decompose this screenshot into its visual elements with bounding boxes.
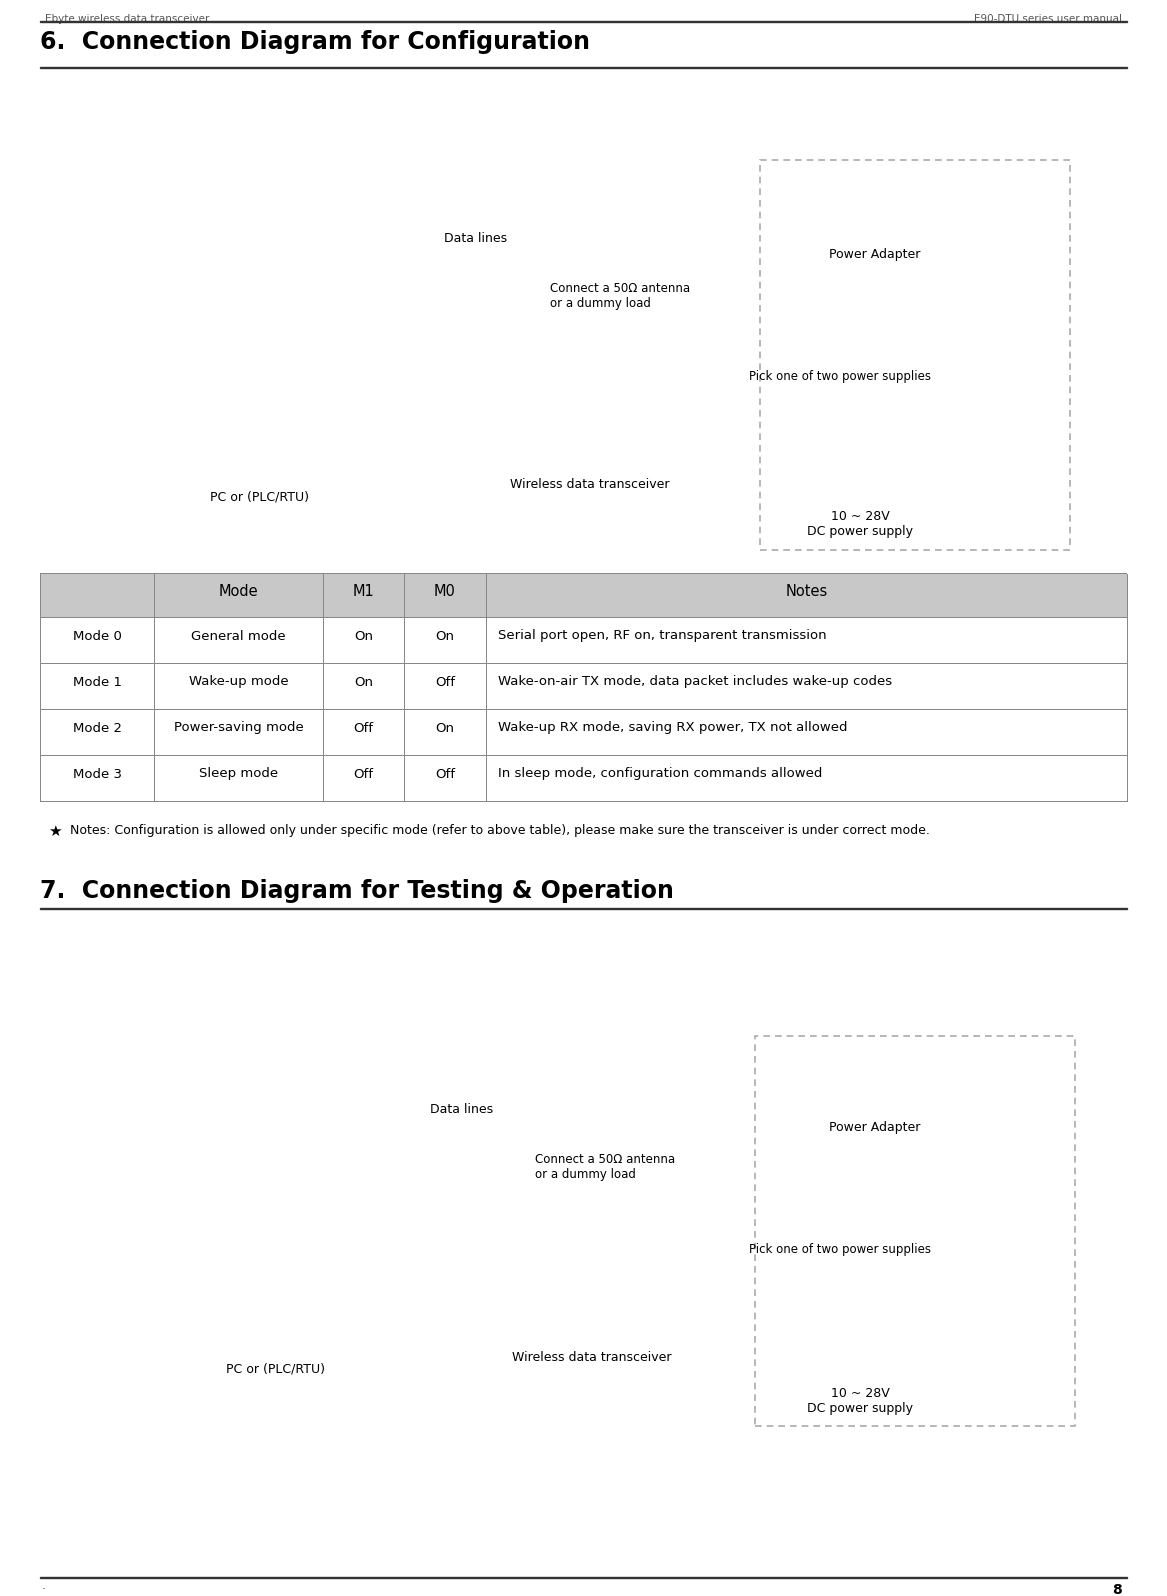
Text: Wireless data transceiver: Wireless data transceiver [512,1350,672,1365]
Text: On: On [435,629,454,643]
Text: Mode: Mode [218,584,258,598]
Text: M0: M0 [434,584,456,598]
Text: 7.  Connection Diagram for Testing & Operation: 7. Connection Diagram for Testing & Oper… [40,879,673,903]
Text: Ebyte wireless data transceiver: Ebyte wireless data transceiver [46,14,209,24]
Text: Wireless data transceiver: Wireless data transceiver [510,477,670,492]
Text: Power-saving mode: Power-saving mode [174,721,303,734]
Text: E90-DTU series user manual: E90-DTU series user manual [974,14,1121,24]
Text: On: On [354,629,373,643]
Text: Connect a 50Ω antenna
or a dummy load: Connect a 50Ω antenna or a dummy load [534,1152,676,1181]
Bar [40,575,41,803]
Text: Wake-on-air TX mode, data packet includes wake-up codes: Wake-on-air TX mode, data packet include… [497,675,892,688]
Text: Mode 2: Mode 2 [72,721,121,734]
Text: 6.  Connection Diagram for Configuration: 6. Connection Diagram for Configuration [40,30,591,54]
Text: ★: ★ [48,824,62,839]
Text: Pick one of two power supplies: Pick one of two power supplies [749,370,931,383]
Bar [1127,575,1128,803]
Text: Off: Off [435,675,455,688]
Bar [485,575,487,803]
Text: Power Adapter: Power Adapter [830,1120,921,1135]
Text: Serial port open, RF on, transparent transmission: Serial port open, RF on, transparent tra… [497,629,826,643]
Text: PC or (PLC/RTU): PC or (PLC/RTU) [225,1363,324,1376]
Text: 10 ~ 28V
DC power supply: 10 ~ 28V DC power supply [808,511,913,538]
Text: Off: Off [354,721,373,734]
Text: Mode 3: Mode 3 [72,768,121,780]
Bar [40,618,1127,664]
Text: Data lines: Data lines [445,231,508,246]
Bar [40,69,1127,560]
Bar [40,921,1127,1411]
Text: PC or (PLC/RTU): PC or (PLC/RTU) [210,490,309,503]
Text: Sleep mode: Sleep mode [198,768,278,780]
Text: 10 ~ 28V
DC power supply: 10 ~ 28V DC power supply [808,1387,913,1416]
Bar [40,575,1127,618]
Text: In sleep mode, configuration commands allowed: In sleep mode, configuration commands al… [497,768,822,780]
Text: Connect a 50Ω antenna
or a dummy load: Connect a 50Ω antenna or a dummy load [550,282,690,310]
Text: Notes: Configuration is allowed only under specific mode (refer to above table),: Notes: Configuration is allowed only und… [70,824,930,836]
Text: General mode: General mode [191,629,286,643]
Bar [404,575,405,803]
Bar [755,1036,1075,1425]
Bar [154,575,155,803]
Text: Wake-up mode: Wake-up mode [189,675,288,688]
Text: ·: · [42,1583,46,1596]
Text: On: On [354,675,373,688]
Text: 8: 8 [1112,1583,1121,1596]
Bar [40,710,1127,757]
Text: Wake-up RX mode, saving RX power, TX not allowed: Wake-up RX mode, saving RX power, TX not… [497,721,847,734]
Bar [760,160,1070,551]
Text: Mode 1: Mode 1 [72,675,121,688]
Text: Data lines: Data lines [431,1103,494,1116]
Text: Pick one of two power supplies: Pick one of two power supplies [749,1243,931,1256]
Text: Power Adapter: Power Adapter [830,247,921,262]
Text: Off: Off [435,768,455,780]
Text: M1: M1 [352,584,375,598]
Text: Notes: Notes [785,584,827,598]
Bar [40,757,1127,803]
Text: On: On [435,721,454,734]
Bar [40,664,1127,710]
Bar [322,575,323,803]
Text: Off: Off [354,768,373,780]
Text: Mode 0: Mode 0 [72,629,121,643]
